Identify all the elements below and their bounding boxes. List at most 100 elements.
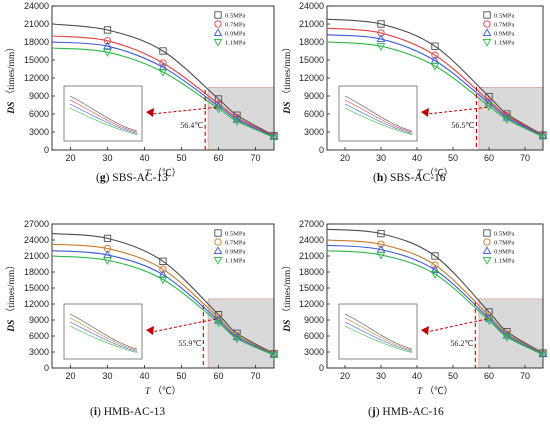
legend-marker <box>482 38 492 47</box>
y-tick-label: 21000 <box>24 251 49 261</box>
y-tick-label: 6000 <box>29 331 49 341</box>
x-tick-label: 20 <box>65 371 75 381</box>
data-point <box>377 29 385 37</box>
legend-label: 0.5MPa <box>494 13 515 20</box>
x-tick-label: 40 <box>139 371 149 381</box>
caption-paren-open: ( <box>373 172 377 184</box>
series-1.1MPa <box>326 250 548 360</box>
legend: 0.5MPa 0.7MPa 0.9MPa 1.1MPa <box>482 229 515 265</box>
x-axis-label: T （℃） <box>417 167 453 179</box>
inset-series-line <box>344 95 413 132</box>
data-point <box>232 335 242 344</box>
data-point <box>214 319 223 328</box>
zoom-arrow-shaft <box>151 318 217 333</box>
data-point <box>376 43 386 51</box>
legend-label: 0.5MPa <box>225 13 246 20</box>
data-point <box>159 257 167 265</box>
y-tick-label: 12000 <box>24 299 49 309</box>
inset-series-line <box>69 107 138 135</box>
x-tick-label: 60 <box>484 371 494 381</box>
x-tick-label: 20 <box>65 153 75 163</box>
y-axis-symbol: DS <box>283 102 293 115</box>
y-axis-symbol: DS <box>7 102 17 115</box>
legend-marker <box>483 20 491 28</box>
legend: 0.5MPa 0.7MPa 0.9MPa 1.1MPa <box>482 11 515 47</box>
y-tick-label: 0 <box>44 145 49 155</box>
data-point <box>502 116 512 125</box>
y-axis-unit: （times/mm） <box>281 260 293 319</box>
caption-paren-open: ( <box>96 172 100 184</box>
y-tick-label: 18000 <box>24 37 49 47</box>
y-axis-unit: （times/mm） <box>281 42 293 101</box>
critical-temperature-label: 56.4℃ <box>180 121 203 130</box>
inset-series-line <box>69 321 138 352</box>
y-axis-symbol: DS <box>7 320 17 333</box>
legend-label: 0.9MPa <box>494 249 515 256</box>
y-tick-label: 12000 <box>299 73 324 83</box>
shaded-region <box>207 298 275 369</box>
data-point <box>103 257 112 265</box>
zoom-arrow-shaft <box>426 318 488 333</box>
legend-label: 1.1MPa <box>225 40 246 47</box>
y-tick-label: 21000 <box>299 19 324 29</box>
inset-series-line <box>344 317 413 351</box>
y-tick-label: 24000 <box>24 1 49 11</box>
x-axis-symbol: T <box>145 169 151 179</box>
x-axis-label: T （℃） <box>145 167 181 179</box>
legend-label: 1.1MPa <box>494 40 515 47</box>
data-point <box>377 229 385 238</box>
legend-marker <box>482 28 492 37</box>
y-tick-label: 18000 <box>24 267 49 277</box>
plot-frame <box>51 223 275 369</box>
shaded-region <box>478 298 544 369</box>
data-point <box>103 37 112 45</box>
legend-marker <box>213 256 223 265</box>
data-point <box>431 42 439 50</box>
y-axis-label: DS （times/mm） <box>5 42 17 115</box>
legend-label: 0.5MPa <box>225 231 246 238</box>
chart-panel-g: 0 3000 6000 9000 12000 15000 18000 21000 24000 20… <box>5 1 279 184</box>
y-tick-label: 3000 <box>29 347 49 357</box>
y-tick-label: 21000 <box>24 19 49 29</box>
y-tick-label: 0 <box>319 363 324 373</box>
critical-temperature-label: 55.9℃ <box>178 339 201 348</box>
y-tick-label: 18000 <box>299 37 324 47</box>
series-line <box>51 41 275 138</box>
zoom-arrow-head <box>146 326 154 335</box>
x-tick-label: 30 <box>102 153 112 163</box>
legend-label: 0.7MPa <box>494 240 515 247</box>
inset-zoom-box <box>338 303 418 360</box>
data-point <box>158 276 168 285</box>
x-tick-label: 70 <box>250 153 260 163</box>
panel-caption: (i) HMB-AC-13 <box>90 406 165 418</box>
x-axis-unit: （℃） <box>150 167 181 179</box>
y-tick-label: 24000 <box>24 235 49 245</box>
legend-marker <box>482 246 492 255</box>
chart-panel-h: 0 3000 6000 9000 12000 15000 18000 21000 24000 20… <box>281 1 548 184</box>
x-tick-label: 50 <box>176 371 186 381</box>
inset-zoom-box <box>338 85 418 142</box>
legend-marker <box>483 229 491 237</box>
legend-marker <box>214 229 222 237</box>
inset-series-line <box>69 95 138 132</box>
x-axis-unit: （℃） <box>422 385 453 397</box>
legend-marker <box>214 11 222 19</box>
inset-series-line <box>344 103 413 134</box>
x-tick-label: 60 <box>213 153 223 163</box>
y-tick-label: 24000 <box>299 1 324 11</box>
y-tick-label: 0 <box>44 363 49 373</box>
chart-panel-j: 0 3000 6000 9000 12000 15000 18000 21000 24000 27… <box>281 219 548 418</box>
data-point <box>232 118 242 126</box>
inset-series-line <box>344 325 413 353</box>
legend: 0.5MPa 0.7MPa 0.9MPa 1.1MPa <box>213 11 246 47</box>
caption-paren-open: ( <box>368 406 372 418</box>
data-point <box>502 334 512 342</box>
y-tick-label: 9000 <box>29 91 49 101</box>
y-axis-label: DS （times/mm） <box>281 42 293 115</box>
series-line <box>51 233 275 355</box>
x-axis-label: T （℃） <box>417 385 453 397</box>
x-tick-label: 40 <box>412 153 422 163</box>
data-point <box>269 134 279 143</box>
series-1.1MPa <box>51 47 279 143</box>
x-tick-label: 70 <box>250 371 260 381</box>
